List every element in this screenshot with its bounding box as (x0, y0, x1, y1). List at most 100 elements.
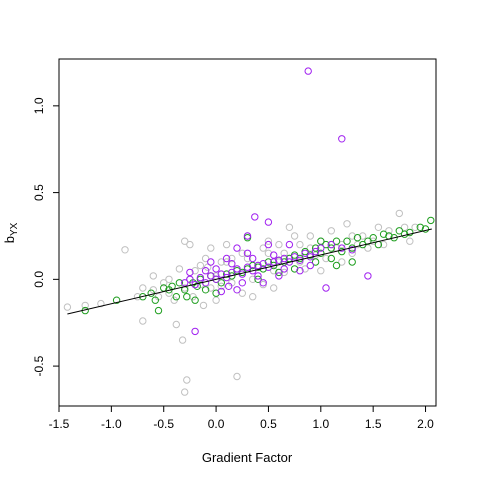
purple-point (264, 240, 273, 249)
purple-point (322, 284, 330, 292)
gray-point (270, 284, 278, 292)
y-tick-label: 0.0 (32, 271, 46, 288)
green-point (311, 244, 320, 252)
green-point (332, 237, 341, 245)
gray-point (121, 246, 129, 254)
purple-point (181, 279, 189, 287)
purple-point (275, 256, 283, 264)
green-point (421, 225, 430, 233)
purple-point (238, 279, 247, 287)
gray-point (348, 249, 356, 258)
x-axis: -1.5 -1.0 -0.5 0.0 0.5 1.0 1.5 2.0 (49, 405, 434, 431)
purple-point (280, 254, 288, 263)
gray-point (160, 279, 168, 287)
green-point (395, 227, 403, 235)
purple-point (191, 327, 199, 336)
gray-point (81, 301, 89, 310)
purple-point (212, 265, 220, 273)
purple-point (338, 244, 346, 252)
gray-point (322, 254, 330, 263)
purple-point (306, 261, 314, 270)
purple-point (259, 260, 267, 268)
gray-point (238, 289, 247, 297)
green-point (280, 258, 288, 266)
purple-point (311, 247, 320, 256)
green-point (348, 258, 356, 266)
x-tick-label: 1.5 (365, 417, 382, 431)
x-tick-label: 1.0 (312, 417, 329, 431)
gray-point (183, 376, 191, 384)
green-point (338, 247, 346, 256)
gray-point (264, 237, 273, 245)
green-point (228, 272, 236, 280)
gray-point (181, 237, 189, 245)
gray-point (359, 232, 367, 240)
purple-point (290, 253, 299, 261)
purple-point (186, 268, 194, 277)
points-layer (63, 67, 435, 396)
green-point (369, 234, 377, 242)
purple-point (233, 286, 241, 294)
x-tick-label: -1.5 (49, 417, 70, 431)
gray-point (212, 296, 220, 304)
gray-point (201, 254, 210, 263)
green-point (183, 293, 191, 301)
green-point (327, 254, 335, 263)
purple-point (201, 267, 210, 275)
green-point (290, 265, 299, 273)
purple-point (338, 135, 346, 143)
purple-point (243, 249, 252, 258)
purple-point (348, 246, 356, 254)
gray-point (199, 301, 208, 310)
green-point (343, 237, 351, 245)
gray-point (264, 249, 273, 258)
regression-line (67, 228, 432, 315)
purple-point (254, 261, 262, 270)
gray-point (338, 240, 346, 249)
purple-point (217, 287, 226, 296)
gray-point (406, 237, 414, 245)
x-tick-label: 2.0 (417, 417, 434, 431)
purple-point (233, 244, 241, 252)
gray-point (217, 258, 226, 266)
purple-point (327, 240, 335, 249)
green-point (191, 296, 199, 304)
y-axis-label: bYX (2, 222, 20, 243)
gray-point (243, 254, 252, 263)
gray-point (317, 267, 325, 275)
gray-point (63, 303, 72, 311)
gray-point (353, 240, 362, 249)
green-point (311, 258, 320, 266)
gray-point (249, 275, 257, 283)
gray-point (280, 268, 288, 277)
green-point (193, 282, 201, 290)
purple-point (280, 265, 288, 273)
gray-point (369, 237, 377, 245)
purple-point (249, 254, 257, 263)
purple-point (301, 249, 309, 258)
purple-point (249, 267, 257, 275)
x-tick-label: -1.0 (101, 417, 122, 431)
green-point (264, 258, 273, 266)
purple-point (296, 267, 304, 275)
gray-point (175, 265, 184, 273)
purple-point (304, 67, 312, 75)
y-tick-label: 1.0 (32, 97, 46, 114)
green-point (327, 244, 335, 252)
purple-point (243, 263, 252, 271)
y-axis-label-sub: YX (9, 222, 20, 236)
gray-point (181, 388, 189, 396)
green-point (285, 254, 294, 263)
gray-point (306, 232, 314, 240)
purple-point (254, 272, 262, 280)
purple-point (212, 275, 220, 283)
gray-point (207, 244, 215, 252)
green-point (427, 216, 435, 225)
purple-point (264, 218, 273, 226)
gray-point (374, 223, 383, 232)
y-axis: -0.5 0.0 0.5 1.0 (32, 97, 60, 376)
green-point (217, 279, 226, 287)
gray-point (149, 272, 158, 280)
gray-point (222, 240, 231, 249)
